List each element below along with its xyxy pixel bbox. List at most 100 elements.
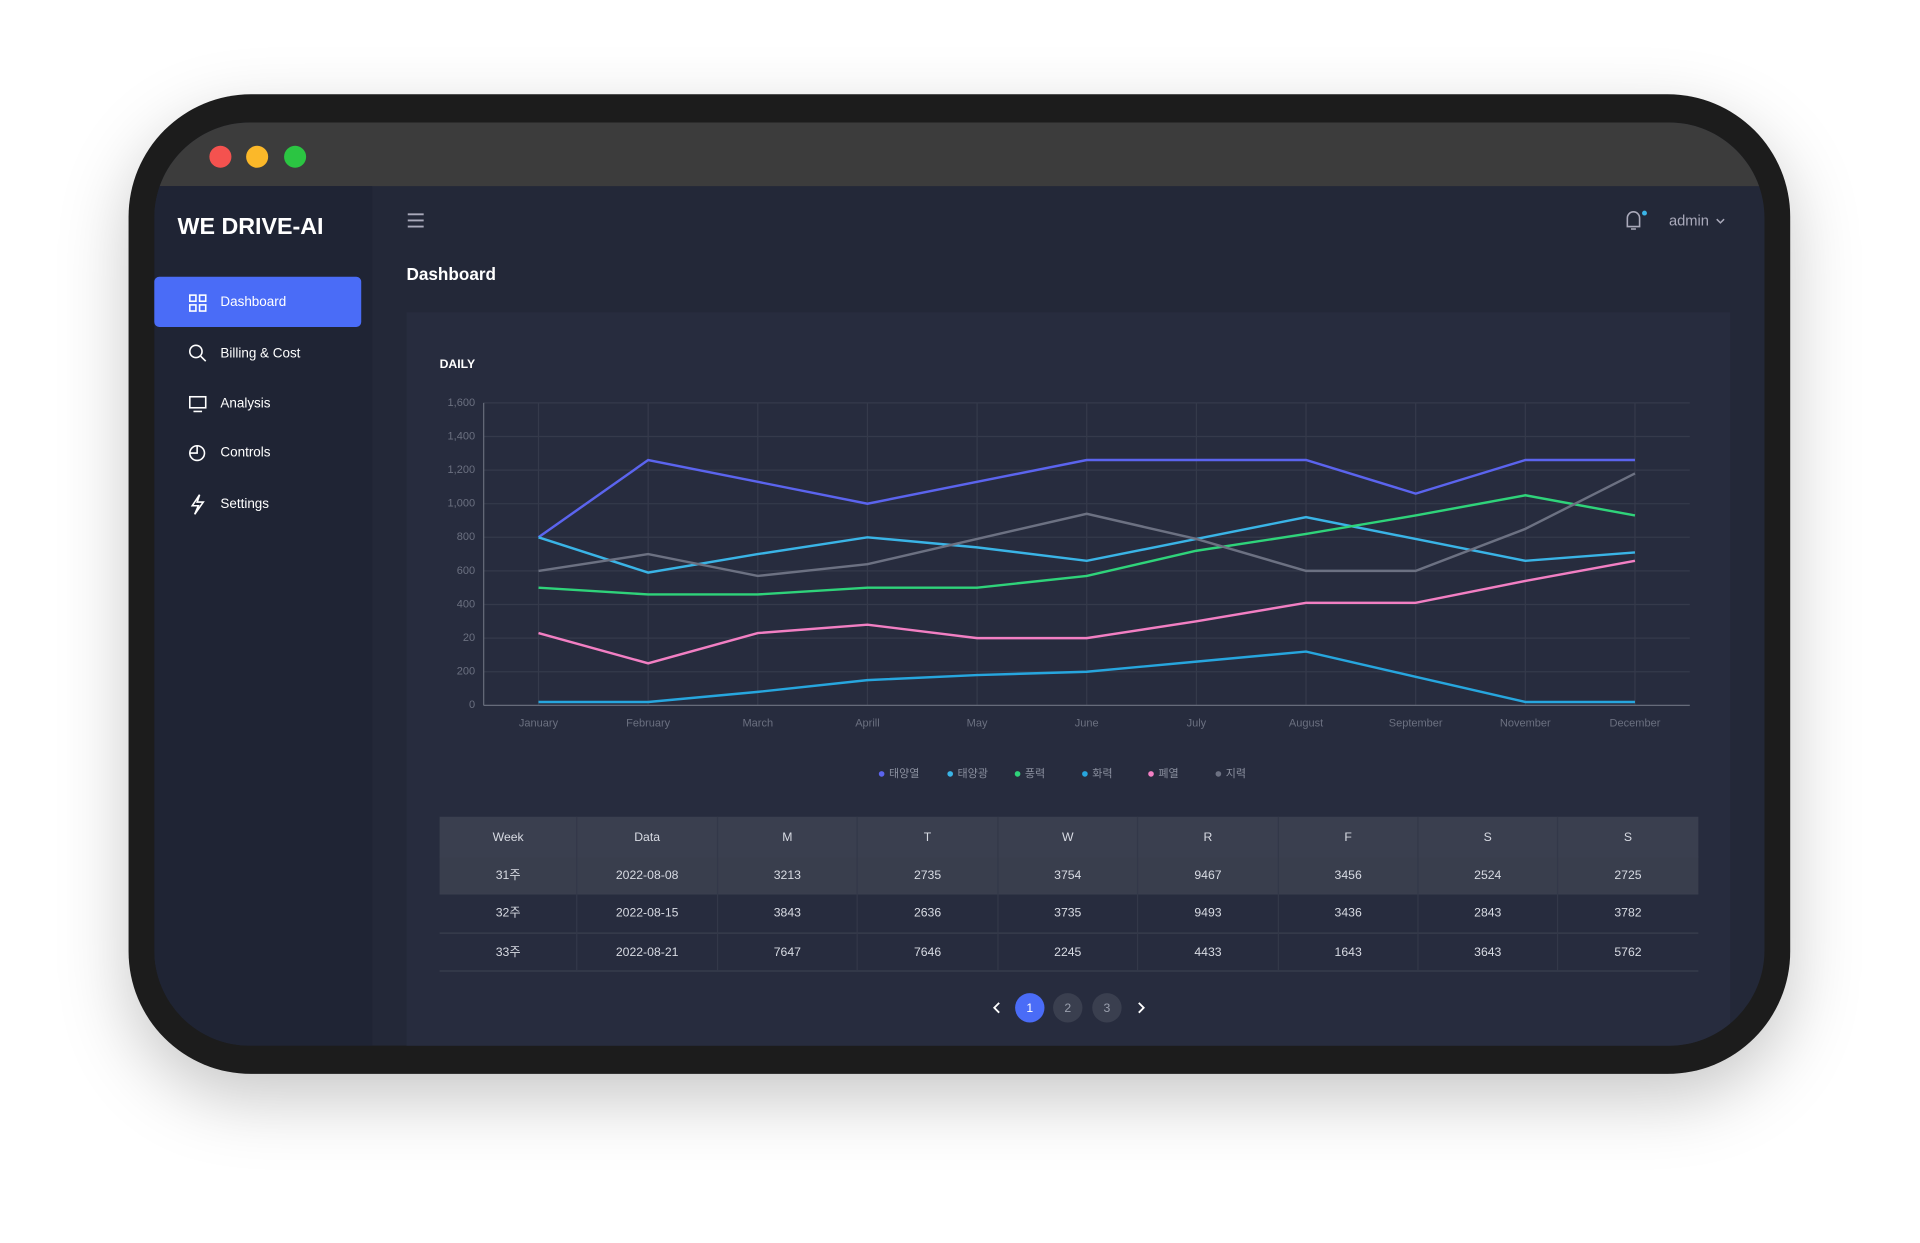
table-header-bg [439, 816, 1699, 858]
x-tick-label: June [1075, 718, 1099, 730]
table-cell: 2022-08-21 [616, 945, 679, 959]
y-tick-label: 1,600 [448, 397, 476, 409]
column-header: S [1624, 830, 1632, 844]
table-cell: 1643 [1335, 945, 1362, 959]
legend-dot [878, 771, 885, 777]
table-cell: 9467 [1194, 868, 1221, 882]
next-arrow[interactable] [1138, 1002, 1145, 1014]
screen [154, 122, 1765, 1046]
legend-dot [1148, 771, 1154, 777]
series-line [538, 515, 1636, 574]
page-number[interactable]: 1 [1026, 1001, 1033, 1015]
y-tick-label: 600 [457, 565, 475, 577]
legend-label[interactable]: 태양광 [958, 767, 988, 780]
table-cell: 3213 [774, 868, 801, 882]
column-header: W [1062, 830, 1074, 844]
x-tick-label: March [742, 718, 773, 730]
series-line [538, 559, 1636, 665]
y-tick-label: 200 [457, 666, 475, 678]
chevron [1716, 218, 1725, 224]
notification-dot [1642, 210, 1647, 216]
x-tick-label: Aprill [855, 718, 879, 730]
logo: WE DRIVE-AI [178, 213, 324, 239]
column-header: Week [493, 830, 525, 844]
x-tick-label: February [626, 718, 671, 730]
table-cell: 2843 [1474, 906, 1501, 920]
close-button[interactable] [209, 145, 232, 168]
table-cell: 2524 [1474, 868, 1501, 882]
table-cell: 2022-08-08 [616, 868, 679, 882]
column-header: S [1484, 830, 1492, 844]
series-line [538, 472, 1636, 578]
bell-icon[interactable] [1626, 211, 1641, 230]
table-cell: 9493 [1194, 906, 1221, 920]
page-button[interactable] [1053, 993, 1083, 1023]
title-bar [154, 122, 1765, 187]
column-header: M [782, 830, 792, 844]
table-cell: 2735 [914, 868, 941, 882]
table-cell: 5762 [1614, 945, 1641, 959]
column-header: T [924, 830, 932, 844]
legend-label[interactable]: 지력 [1226, 767, 1246, 780]
column-header: F [1344, 830, 1351, 844]
column-header: R [1204, 830, 1213, 844]
menu-item[interactable]: Dashboard [220, 294, 286, 309]
page-title: Dashboard [407, 264, 496, 284]
x-tick-label: July [1187, 718, 1207, 730]
x-tick-label: January [519, 718, 559, 730]
table-cell: 33주 [496, 945, 521, 959]
x-tick-label: December [1610, 718, 1661, 730]
column-header: Data [634, 830, 660, 844]
active-menu-bg [154, 276, 362, 327]
table-cell: 2725 [1614, 868, 1641, 882]
table-cell: 7647 [774, 945, 801, 959]
table-cell: 3735 [1054, 906, 1081, 920]
legend-dot [947, 771, 954, 777]
y-tick-label: 1,000 [448, 498, 476, 510]
table-cell: 3643 [1474, 945, 1501, 959]
page-button[interactable] [1015, 993, 1045, 1023]
menu-item[interactable]: Billing & Cost [220, 345, 300, 360]
y-tick-label: 20 [463, 632, 475, 644]
chart-title: DAILY [440, 357, 476, 371]
y-tick-label: 400 [457, 598, 475, 610]
legend-dot [1014, 771, 1021, 777]
hamburger[interactable] [407, 213, 424, 228]
legend-label[interactable]: 풍력 [1025, 767, 1045, 780]
user-menu[interactable]: admin [1669, 214, 1709, 230]
table-cell: 2245 [1054, 945, 1081, 959]
page-button[interactable] [1092, 993, 1122, 1023]
menu-item[interactable]: Controls [220, 445, 270, 460]
y-tick-label: 0 [469, 699, 475, 711]
table-cell: 3436 [1335, 906, 1362, 920]
legend-label[interactable]: 화력 [1092, 767, 1112, 780]
row-highlight [439, 857, 1699, 894]
maximize-button[interactable] [284, 145, 307, 168]
series-line [537, 458, 1635, 539]
x-tick-label: August [1289, 718, 1323, 730]
series-line [538, 494, 1636, 596]
legend-label[interactable]: 폐열 [1158, 767, 1178, 780]
menu-item[interactable]: Analysis [220, 396, 270, 411]
table-cell: 3754 [1054, 868, 1081, 882]
table-cell: 2022-08-15 [616, 906, 679, 920]
series-line [538, 650, 1635, 704]
table-cell: 3782 [1614, 906, 1641, 920]
legend-label[interactable]: 태양열 [889, 767, 919, 780]
page-number[interactable]: 3 [1104, 1001, 1111, 1015]
y-tick-label: 1,400 [448, 430, 476, 442]
table-cell: 3843 [774, 906, 801, 920]
menu-icons [189, 294, 207, 515]
table-cell: 4433 [1194, 945, 1221, 959]
table-cell: 2636 [914, 906, 941, 920]
minimize-button[interactable] [246, 145, 269, 168]
card [406, 312, 1731, 1046]
menu-item[interactable]: Settings [220, 496, 269, 511]
table-cell: 31주 [496, 868, 521, 882]
page-number[interactable]: 2 [1064, 1001, 1071, 1015]
table-cell: 3456 [1335, 868, 1362, 882]
x-tick-label: May [967, 718, 988, 730]
y-tick-label: 800 [457, 531, 475, 543]
prev-arrow[interactable] [992, 1002, 1000, 1014]
